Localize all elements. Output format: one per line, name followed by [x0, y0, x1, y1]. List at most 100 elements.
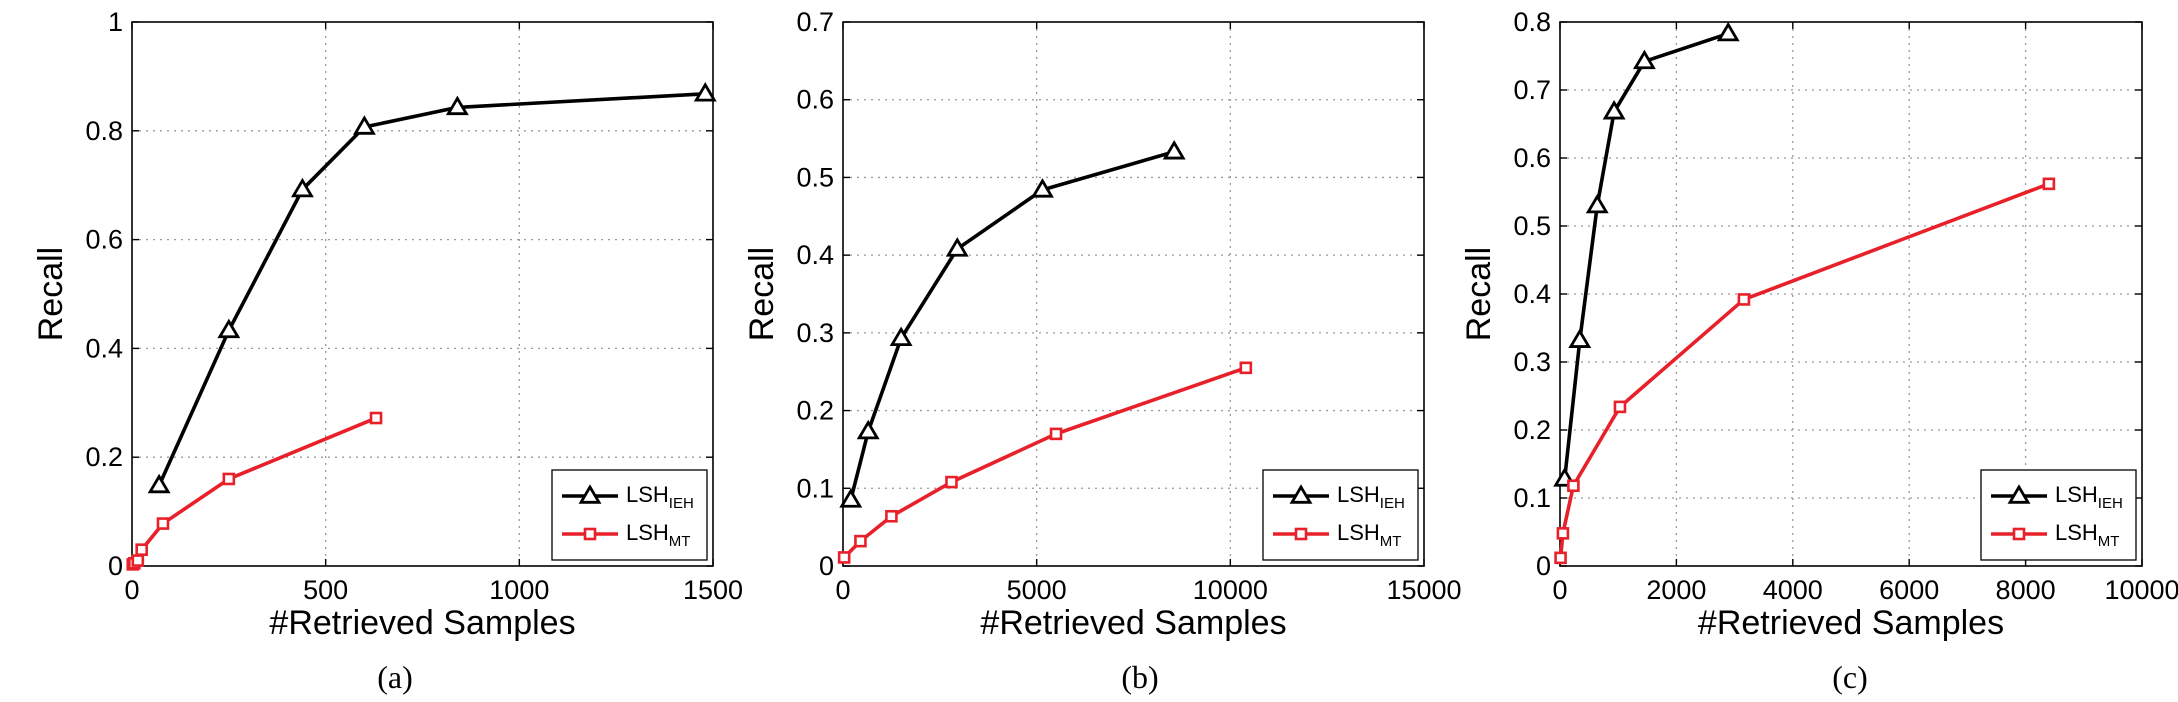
series-mt — [126, 411, 383, 571]
series-ieh — [147, 82, 717, 494]
y-tick-label: 0.7 — [1513, 75, 1551, 105]
y-tick-label: 0.6 — [796, 85, 834, 115]
data-point — [1567, 479, 1580, 493]
data-point — [445, 95, 469, 116]
y-tick-label: 0.2 — [796, 396, 834, 426]
data-point — [945, 475, 958, 489]
y-axis-label: Recall — [1460, 247, 1498, 341]
y-tick-label: 0.6 — [1513, 143, 1551, 173]
legend: LSHIEH LSHMT — [1980, 469, 2137, 561]
data-point — [1602, 99, 1626, 120]
y-tick-label: 0 — [1536, 551, 1551, 581]
x-tick-label: 15000 — [1386, 575, 1461, 605]
legend-label-subscript: MT — [669, 533, 691, 550]
x-axis-label: #Retrieved Samples — [1698, 604, 2004, 642]
panel-caption: (a) — [377, 659, 413, 695]
legend-label: LSHMT — [1337, 520, 1401, 550]
data-point — [1554, 551, 1567, 565]
y-tick-label: 0.4 — [796, 240, 834, 270]
data-point — [1568, 328, 1592, 348]
y-axis-label: Recall — [743, 247, 781, 341]
x-tick-label: 8000 — [1996, 575, 2056, 605]
x-tick-label: 5000 — [1007, 575, 1067, 605]
legend-label-main: LSH — [626, 520, 669, 545]
chart-panel-b: 0 5000 10000 15000 0 0.1 0.2 0.3 0.4 0.5 0.6 0.7 #Re… — [743, 7, 1462, 695]
x-axis-label: #Retrieved Samples — [269, 604, 575, 642]
series-line — [849, 150, 1175, 501]
data-point — [217, 318, 241, 339]
legend-label: LSHMT — [626, 520, 690, 550]
y-tick-label: 0.7 — [796, 7, 834, 37]
legend-label: LSHMT — [2055, 520, 2119, 550]
legend-box — [1262, 469, 1419, 561]
series-line — [842, 366, 1247, 559]
data-point — [839, 488, 863, 508]
y-tick-label: 1 — [108, 7, 123, 37]
x-tick-label: 6000 — [1879, 575, 1939, 605]
data-point — [1585, 193, 1609, 214]
legend-label: LSHIEH — [626, 482, 694, 512]
panel-caption: (b) — [1121, 659, 1158, 695]
x-tick-label: 10000 — [1193, 575, 1268, 605]
y-tick-label: 0.3 — [1513, 347, 1551, 377]
data-point — [222, 472, 236, 486]
data-point — [156, 517, 170, 530]
series-line — [157, 92, 706, 487]
series-mt — [1554, 177, 2056, 565]
data-point — [1031, 178, 1054, 198]
y-tick-label: 0.4 — [1513, 279, 1551, 309]
y-tick-label: 0.5 — [796, 162, 834, 192]
series-line — [1558, 182, 2050, 559]
legend-label-main: LSH — [2055, 482, 2098, 507]
y-tick-label: 0.2 — [1513, 415, 1551, 445]
panel-caption: (c) — [1832, 659, 1868, 695]
x-tick-label: 4000 — [1763, 575, 1823, 605]
data-point — [856, 419, 880, 440]
legend-box — [551, 469, 708, 561]
data-point — [1162, 140, 1186, 160]
legend-marker-triangle — [1289, 484, 1313, 504]
y-tick-label: 0 — [819, 551, 834, 581]
legend-box — [1980, 469, 2137, 561]
y-axis-label: Recall — [32, 247, 70, 341]
y-tick-label: 0.8 — [85, 116, 123, 146]
legend-marker-triangle — [2007, 484, 2031, 504]
data-point — [945, 237, 969, 257]
legend: LSHIEH LSHMT — [551, 469, 708, 561]
data-point — [135, 543, 148, 556]
legend-label-subscript: MT — [1380, 533, 1402, 550]
data-point — [2042, 177, 2056, 191]
y-tick-label: 0.6 — [85, 225, 123, 255]
x-tick-label: 1500 — [683, 575, 743, 605]
data-point — [1632, 49, 1656, 70]
y-tick-label: 0 — [108, 551, 123, 581]
data-point — [131, 554, 145, 567]
data-point — [693, 82, 717, 102]
legend-label: LSHIEH — [2055, 482, 2123, 512]
data-point — [290, 177, 314, 198]
y-tick-label: 0.8 — [1513, 7, 1551, 37]
y-tick-label: 0.5 — [1513, 211, 1551, 241]
data-point — [1556, 527, 1570, 540]
y-tick-label: 0.4 — [85, 333, 123, 363]
chart-panel-c: 0 2000 4000 6000 8000 10000 0 0.1 0.2 0.3 0.4 0.5 0.… — [1460, 7, 2178, 695]
x-tick-label: 2000 — [1646, 575, 1706, 605]
plot-frame — [842, 21, 1425, 567]
x-tick-label: 0 — [1552, 575, 1567, 605]
chart-panel-a: 0 500 1000 1500 0 0.2 0.4 0.6 0.8 1 #Retrieved Sam… — [32, 7, 743, 695]
legend-label-subscript: IEH — [2098, 495, 2123, 512]
series-ieh — [1553, 21, 1740, 487]
series-line — [1562, 31, 1729, 480]
data-point — [1049, 427, 1063, 441]
y-tick-label: 0.1 — [1513, 483, 1551, 513]
legend-marker-square — [1294, 527, 1308, 541]
x-tick-label: 1000 — [489, 575, 549, 605]
data-point — [352, 115, 376, 135]
y-tick-label: 0.2 — [85, 442, 123, 472]
legend-label-subscript: IEH — [669, 495, 694, 512]
legend-marker-square — [2012, 527, 2026, 541]
y-tick-label: 0.3 — [796, 318, 834, 348]
legend-label-main: LSH — [1337, 520, 1380, 545]
data-point — [1613, 400, 1627, 414]
